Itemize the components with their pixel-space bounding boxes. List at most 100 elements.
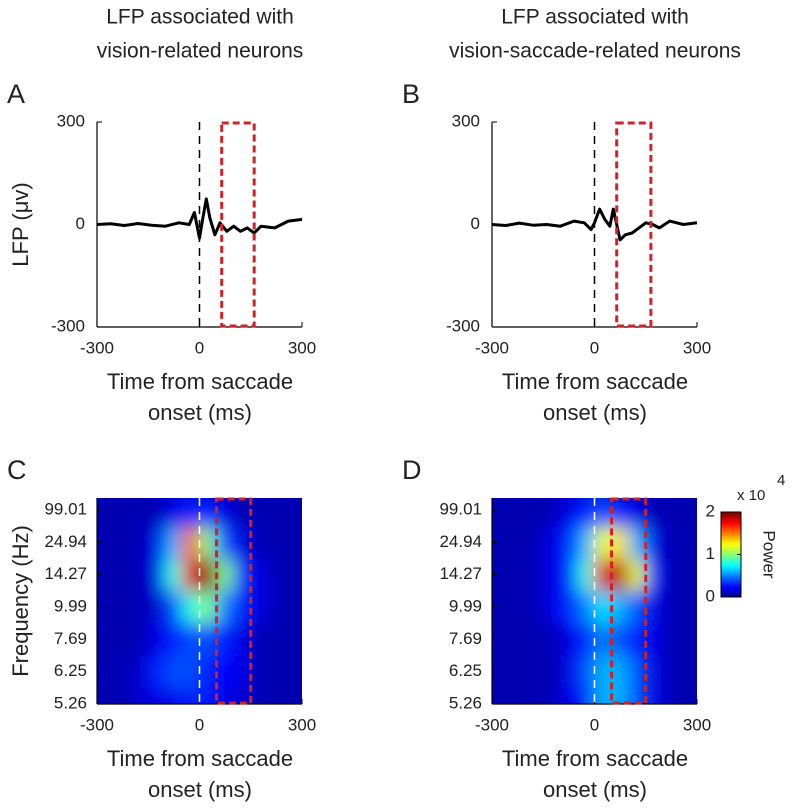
colorbar-segment bbox=[721, 558, 741, 562]
heatmap-cell bbox=[559, 622, 578, 656]
heatmap-cell bbox=[216, 558, 235, 592]
heatmap-cell bbox=[130, 687, 149, 704]
colorbar-segment bbox=[721, 554, 741, 558]
heatmap-cell bbox=[492, 590, 510, 624]
colorbar-segment bbox=[721, 573, 741, 577]
heatmap-cell bbox=[525, 590, 544, 624]
heatmap-cell bbox=[113, 525, 132, 559]
heatmap-cell bbox=[611, 498, 630, 527]
heatmap-cell bbox=[559, 655, 578, 689]
heatmap-cell bbox=[284, 558, 302, 592]
heatmap-cell bbox=[284, 622, 302, 656]
y-tick-label: -300 bbox=[51, 316, 85, 335]
heatmap-cell bbox=[267, 525, 286, 559]
heatmap-cell bbox=[130, 498, 149, 527]
colorbar-segment bbox=[721, 516, 741, 519]
heatmap-cell bbox=[164, 498, 183, 527]
heatmap-cell bbox=[525, 498, 544, 527]
colorbar-segment bbox=[721, 539, 741, 543]
colorbar-segment bbox=[721, 571, 741, 575]
heatmap-cell bbox=[250, 687, 269, 704]
heatmap-cell bbox=[662, 498, 681, 527]
colorbar-label: Power bbox=[760, 530, 779, 579]
heatmap-cell bbox=[645, 687, 664, 704]
heatmap-cell bbox=[97, 687, 115, 704]
heatmap-cell bbox=[576, 622, 595, 656]
heatmap-cell bbox=[130, 590, 149, 624]
heatmap-cell bbox=[679, 687, 697, 704]
heatmap-cell bbox=[216, 655, 235, 689]
y-axis-label: LFP (μv) bbox=[8, 182, 33, 266]
heatmap-cell bbox=[113, 590, 132, 624]
heatmap-cell bbox=[525, 622, 544, 656]
heatmap-cell bbox=[594, 558, 613, 592]
x-tick-label: 0 bbox=[590, 715, 599, 734]
colorbar-segment bbox=[721, 541, 741, 545]
y-tick-label: 6.25 bbox=[449, 661, 482, 680]
heatmap-cell bbox=[679, 590, 697, 624]
heatmap-cell bbox=[594, 622, 613, 656]
heatmap-cell bbox=[559, 525, 578, 559]
colorbar-segment bbox=[721, 552, 741, 555]
lfp-trace bbox=[96, 197, 303, 240]
heatmap-cell bbox=[164, 655, 183, 689]
x-tick-label: 0 bbox=[195, 338, 204, 357]
y-tick-label: 7.69 bbox=[449, 629, 482, 648]
heatmap-cell bbox=[250, 590, 269, 624]
colorbar-segment bbox=[721, 543, 741, 547]
heatmap-cell bbox=[611, 622, 630, 656]
heatmap-cell bbox=[542, 498, 561, 527]
heatmap-cell bbox=[645, 590, 664, 624]
y-tick-label: 99.01 bbox=[44, 499, 87, 518]
colorbar-segment bbox=[721, 518, 741, 521]
heatmap-cell bbox=[250, 525, 269, 559]
heatmap-cell bbox=[199, 655, 218, 689]
x-tick-label: 300 bbox=[683, 338, 711, 357]
heatmap-cell bbox=[576, 525, 595, 559]
x-tick-label: 300 bbox=[288, 338, 316, 357]
heatmap-cell bbox=[679, 558, 697, 592]
panel-letter: A bbox=[7, 79, 25, 109]
heatmap-cell bbox=[284, 525, 302, 559]
heatmap-cell bbox=[662, 590, 681, 624]
heatmap-cell bbox=[576, 498, 595, 527]
x-axis-label: onset (ms) bbox=[543, 400, 647, 425]
heatmap-cell bbox=[662, 558, 681, 592]
heatmap-cell bbox=[267, 655, 286, 689]
colorbar-segment bbox=[721, 565, 741, 568]
heatmap-cell bbox=[594, 655, 613, 689]
heatmap-cell bbox=[284, 590, 302, 624]
analysis-window bbox=[220, 121, 256, 328]
heatmap-cell bbox=[559, 590, 578, 624]
analysis-window bbox=[615, 121, 653, 328]
heatmap-cell bbox=[216, 590, 235, 624]
x-tick-label: -300 bbox=[475, 338, 509, 357]
heatmap-cell bbox=[284, 687, 302, 704]
heatmap-cell bbox=[576, 687, 595, 704]
heatmap-cell bbox=[492, 655, 510, 689]
heatmap-cell bbox=[199, 622, 218, 656]
heatmap-cell bbox=[199, 558, 218, 592]
colorbar-segment bbox=[721, 522, 741, 526]
heatmap-cell bbox=[181, 687, 200, 704]
colorbar-segment bbox=[721, 563, 741, 566]
heatmap-cell bbox=[130, 622, 149, 656]
heatmap bbox=[492, 498, 697, 704]
heatmap-cell bbox=[147, 525, 166, 559]
colorbar-segment bbox=[721, 514, 741, 517]
colorbar-segment bbox=[721, 584, 741, 587]
heatmap-cell bbox=[492, 622, 510, 656]
colorbar-tick-label: 2 bbox=[706, 501, 715, 520]
colorbar-segment bbox=[721, 556, 741, 560]
heatmap-cell bbox=[267, 590, 286, 624]
heatmap-cell bbox=[97, 498, 115, 527]
heatmap-cell bbox=[216, 525, 235, 559]
heatmap-cell bbox=[233, 622, 252, 656]
heatmap-cell bbox=[594, 525, 613, 559]
heatmap-cell bbox=[164, 590, 183, 624]
heatmap-cell bbox=[267, 622, 286, 656]
heatmap-cell bbox=[576, 558, 595, 592]
heatmap-cell bbox=[542, 590, 561, 624]
heatmap-cell bbox=[97, 590, 115, 624]
panel-title: vision-related neurons bbox=[97, 40, 304, 63]
